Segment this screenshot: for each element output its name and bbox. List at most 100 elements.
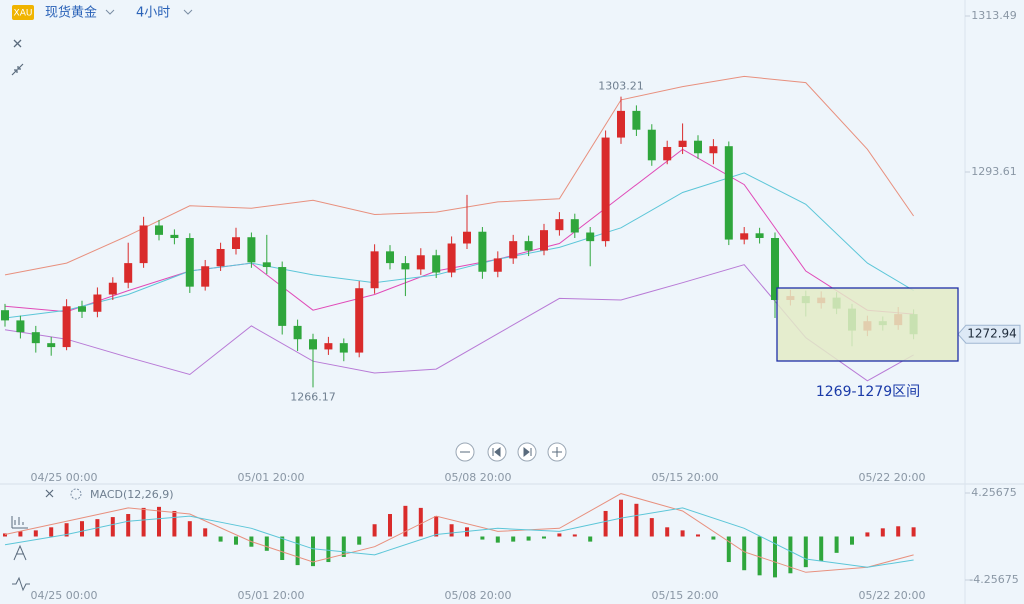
macd-bar xyxy=(311,536,315,567)
symbol: XAU xyxy=(14,9,33,19)
x-tick-label: 05/08 20:00 xyxy=(445,471,512,484)
x-tick-label: 04/25 00:00 xyxy=(31,471,98,484)
candle-body xyxy=(232,237,240,249)
macd-bar xyxy=(572,534,577,537)
macd-bar xyxy=(711,536,716,540)
macd-bar xyxy=(264,536,269,551)
macd-bar xyxy=(80,521,84,537)
macd-bar xyxy=(880,528,885,537)
x-tick-label: 05/01 20:00 xyxy=(238,471,305,484)
candle-body xyxy=(524,241,533,251)
candle-body xyxy=(31,332,40,344)
candle-body xyxy=(47,343,56,348)
candle-body xyxy=(93,294,102,312)
macd-bar xyxy=(834,536,839,553)
macd-bar xyxy=(126,514,131,537)
candle-body xyxy=(447,243,456,273)
macd-bar xyxy=(388,514,392,537)
candle-body xyxy=(278,267,287,326)
x-tick-label: 05/22 20:00 xyxy=(859,471,926,484)
macd-bar xyxy=(773,536,777,578)
macd-bar xyxy=(64,523,69,537)
macd-bar xyxy=(850,536,854,545)
candle-body xyxy=(201,266,210,287)
close-icon[interactable] xyxy=(13,39,22,48)
candle-body xyxy=(678,140,687,147)
candle-body xyxy=(62,306,71,348)
candle-body xyxy=(601,137,610,242)
range-annotation: 1269-1279区间 xyxy=(816,384,920,400)
candle-body xyxy=(416,255,425,270)
macd-bar xyxy=(203,528,208,537)
macd-bar xyxy=(742,536,747,571)
x-tick-label: 05/01 20:00 xyxy=(238,589,305,602)
macd-bar xyxy=(449,524,454,537)
shrink-icon[interactable] xyxy=(11,63,24,76)
x-tick-label: 05/15 20:00 xyxy=(652,589,719,602)
close-indicator[interactable] xyxy=(45,489,54,498)
macd-bar xyxy=(542,536,546,539)
candle-body xyxy=(463,231,471,244)
candle-body xyxy=(432,255,441,273)
macd-bar xyxy=(665,527,670,537)
candle-body xyxy=(16,320,25,333)
macd-bar xyxy=(172,510,177,537)
macd-bar xyxy=(3,533,7,537)
chevron[interactable] xyxy=(105,9,115,15)
macd-bar xyxy=(280,536,285,561)
macd-bar xyxy=(18,531,23,537)
macd-bar xyxy=(696,534,700,537)
x-tick-label: 05/08 20:00 xyxy=(445,589,512,602)
macd-bar xyxy=(588,536,593,542)
candle-body xyxy=(216,248,225,267)
candle-body xyxy=(339,343,348,353)
candle-body xyxy=(170,234,179,239)
wave-icon[interactable] xyxy=(12,576,30,592)
candle-body xyxy=(740,233,749,240)
macd-bar xyxy=(187,521,192,537)
candle-body xyxy=(663,146,672,161)
settings-icon[interactable] xyxy=(70,488,82,500)
x-tick-label: 05/15 20:00 xyxy=(652,471,719,484)
macd-bar xyxy=(33,530,38,537)
candle-body xyxy=(724,146,733,240)
macd-bar xyxy=(757,536,762,576)
chevron[interactable] xyxy=(183,9,193,15)
macd-bar xyxy=(326,536,331,563)
macd-bar xyxy=(680,530,685,537)
candle-body xyxy=(493,258,502,272)
macd-bar xyxy=(372,524,377,537)
instrument-name[interactable]: 现货黄金 xyxy=(45,5,97,21)
candle-body xyxy=(1,310,9,321)
macd-bar xyxy=(896,526,901,537)
macd-bar xyxy=(480,536,485,540)
macd-bar xyxy=(110,517,115,537)
macd-bar xyxy=(357,536,362,545)
candle-body xyxy=(540,230,548,251)
period[interactable]: 4小时 xyxy=(136,6,170,21)
candle-body xyxy=(247,237,256,263)
y-tick-label: -4.25675 xyxy=(969,573,1018,586)
macd-bar xyxy=(788,536,793,574)
macd-bar xyxy=(911,527,916,537)
candle-body xyxy=(78,306,86,312)
candle-body xyxy=(647,129,656,161)
macd-bar xyxy=(418,507,423,537)
candle-body xyxy=(370,251,379,289)
candle-body xyxy=(324,343,333,350)
indicator-icon[interactable] xyxy=(11,516,28,529)
candle-body xyxy=(509,241,518,259)
candle-body xyxy=(185,238,194,287)
candle-body xyxy=(108,282,117,295)
macd-bar xyxy=(557,533,562,537)
candle-body xyxy=(309,339,317,350)
draw-icon[interactable] xyxy=(13,544,27,561)
range-box xyxy=(776,287,959,362)
candle-body xyxy=(293,325,302,340)
candle-body xyxy=(155,225,163,235)
indicator-line xyxy=(4,148,914,315)
candle-body xyxy=(124,263,133,283)
candle-body xyxy=(478,231,487,272)
candle-body xyxy=(617,110,625,138)
